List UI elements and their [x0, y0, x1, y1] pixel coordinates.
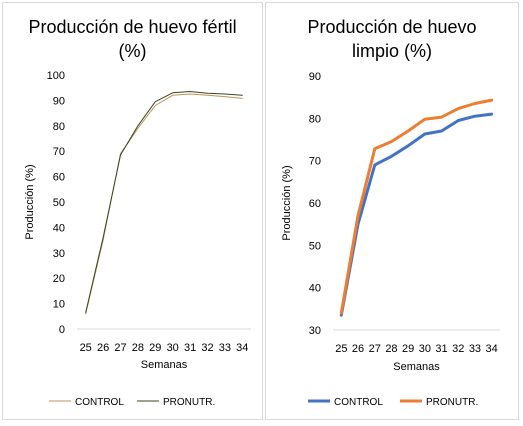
legend-label: CONTROL — [334, 397, 383, 408]
clean-egg-chart: 30 40 50 60 70 80 90 25 26 27 28 29 30 31 32 33 34 Semana… — [281, 71, 500, 408]
chart-title-line-1: Producción de huevo — [307, 17, 477, 37]
fertile-egg-chart: 0 10 20 30 40 50 60 70 80 90 100 25 26 27 28 29 30 31 32 33… — [24, 70, 251, 408]
x-tick-label: 27 — [114, 342, 126, 354]
y-tick-label: 90 — [309, 71, 321, 83]
y-axis-title: Producción (%) — [281, 165, 293, 240]
chart-title-line-1: Producción de huevo fértil — [28, 17, 237, 37]
y-tick-label: 60 — [309, 198, 321, 210]
x-tick-label: 26 — [352, 343, 364, 355]
legend-label: PRONUTR. — [426, 397, 478, 408]
legend-label: CONTROL — [75, 397, 124, 408]
x-tick-label: 31 — [435, 343, 447, 355]
legend-label: PRONUTR. — [163, 397, 215, 408]
y-tick-label: 80 — [53, 121, 65, 133]
y-tick-label: 50 — [309, 240, 321, 252]
y-tick-label: 40 — [309, 283, 321, 295]
x-tick-label: 34 — [236, 342, 248, 354]
chart-panel-clean: Producción de huevo limpio (%) 30 40 50 60 7… — [265, 2, 519, 420]
x-tick-label: 25 — [335, 343, 347, 355]
y-tick-label: 0 — [59, 324, 65, 336]
chart-title-line-2: limpio (%) — [351, 41, 432, 61]
y-tick-label: 50 — [53, 197, 65, 209]
x-tick-label: 33 — [469, 343, 481, 355]
y-tick-label: 30 — [53, 248, 65, 260]
y-tick-label: 100 — [47, 70, 65, 82]
series-line-pronutr — [85, 91, 243, 313]
y-axis-title: Producción (%) — [24, 164, 36, 239]
x-tick-label: 31 — [184, 342, 196, 354]
series-line-control — [339, 112, 494, 317]
x-tick-label: 28 — [132, 342, 144, 354]
x-tick-label: 27 — [369, 343, 381, 355]
x-tick-label: 33 — [219, 342, 231, 354]
x-tick-label: 26 — [97, 342, 109, 354]
x-tick-label: 32 — [201, 342, 213, 354]
x-tick-label: 30 — [419, 343, 431, 355]
y-tick-label: 60 — [53, 172, 65, 184]
x-axis-title: Semanas — [393, 361, 440, 373]
x-tick-label: 28 — [385, 343, 397, 355]
series-line-pronutr — [339, 98, 494, 315]
chart-panel-fertile: Producción de huevo fértil (%) 0 10 20 30 40… — [2, 2, 263, 420]
x-tick-label: 30 — [167, 342, 179, 354]
y-tick-label: 70 — [53, 146, 65, 158]
y-tick-label: 10 — [53, 299, 65, 311]
x-tick-label: 32 — [452, 343, 464, 355]
x-tick-label: 29 — [149, 342, 161, 354]
y-tick-label: 70 — [309, 156, 321, 168]
y-tick-label: 30 — [309, 325, 321, 337]
series-line-control — [85, 93, 243, 315]
y-tick-label: 20 — [53, 273, 65, 285]
y-tick-label: 40 — [53, 222, 65, 234]
x-tick-label: 34 — [486, 343, 498, 355]
x-axis-title: Semanas — [141, 359, 188, 371]
y-tick-label: 90 — [53, 95, 65, 107]
x-tick-label: 25 — [80, 342, 92, 354]
chart-title-line-2: (%) — [118, 41, 147, 61]
y-tick-label: 80 — [309, 113, 321, 125]
x-tick-label: 29 — [402, 343, 414, 355]
